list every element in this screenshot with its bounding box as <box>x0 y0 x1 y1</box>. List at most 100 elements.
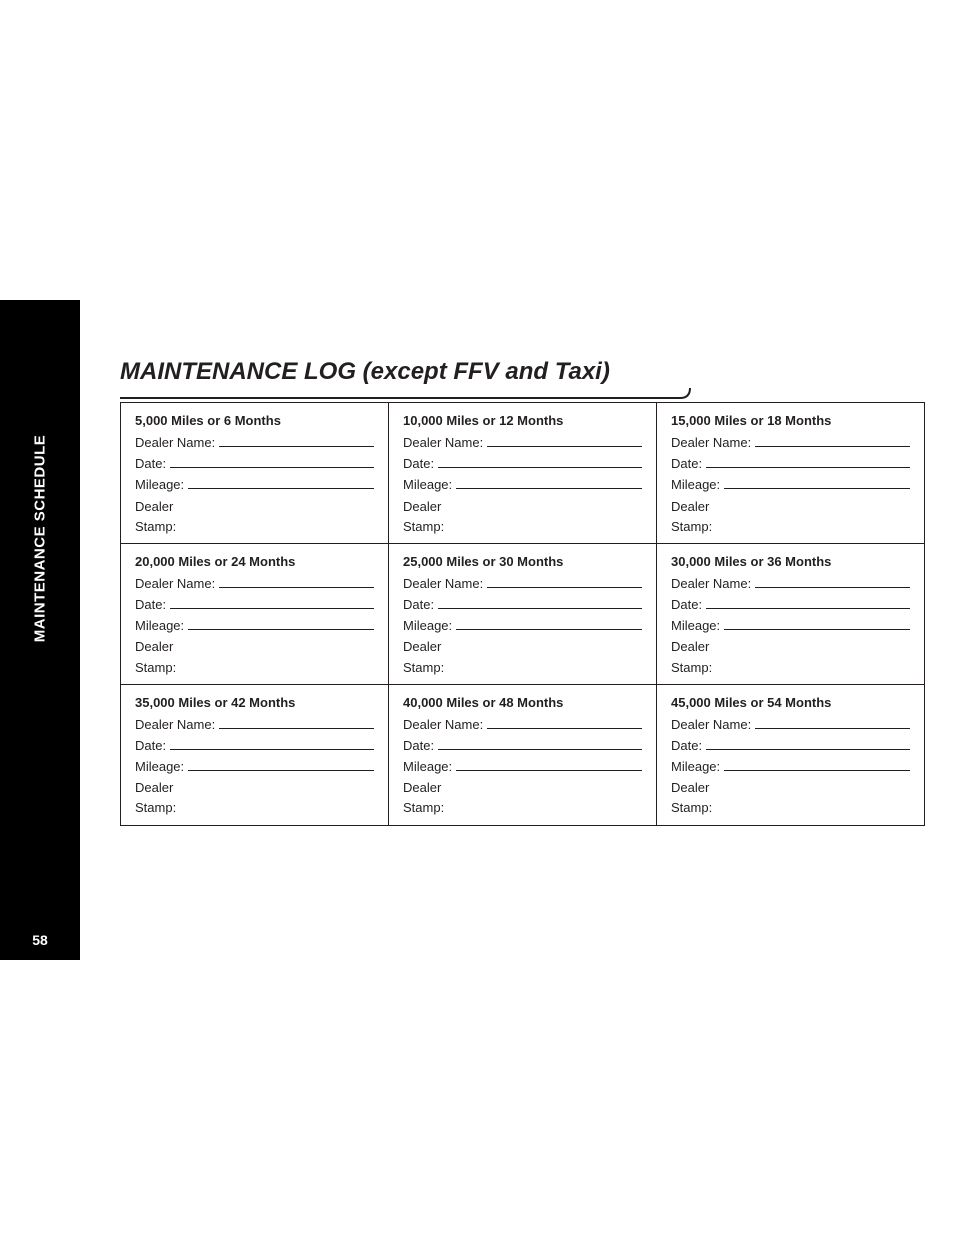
fill-line[interactable] <box>438 457 642 469</box>
fill-line[interactable] <box>456 619 642 631</box>
field-label: Mileage: <box>671 475 724 495</box>
dealer-label: Dealer <box>671 637 910 657</box>
log-row: 20,000 Miles or 24 MonthsDealer Name:Dat… <box>121 543 924 684</box>
field-label: Dealer Name: <box>135 433 219 453</box>
mileage-field: Mileage: <box>671 757 910 777</box>
fill-line[interactable] <box>487 717 642 729</box>
field-label: Mileage: <box>135 475 188 495</box>
fill-line[interactable] <box>170 597 374 609</box>
maintenance-log-grid: 5,000 Miles or 6 MonthsDealer Name:Date:… <box>120 402 925 826</box>
stamp-label: Stamp: <box>403 658 642 678</box>
log-cell: 45,000 Miles or 54 MonthsDealer Name:Dat… <box>656 685 924 825</box>
field-label: Mileage: <box>671 757 724 777</box>
fill-line[interactable] <box>706 457 910 469</box>
dealer-name-field: Dealer Name: <box>671 574 910 594</box>
dealer-name-field: Dealer Name: <box>135 574 374 594</box>
fill-line[interactable] <box>456 759 642 771</box>
dealer-label: Dealer <box>403 778 642 798</box>
log-cell: 35,000 Miles or 42 MonthsDealer Name:Dat… <box>121 685 388 825</box>
stamp-label: Stamp: <box>403 798 642 818</box>
log-cell: 15,000 Miles or 18 MonthsDealer Name:Dat… <box>656 403 924 543</box>
fill-line[interactable] <box>487 576 642 588</box>
fill-line[interactable] <box>219 576 374 588</box>
date-field: Date: <box>403 595 642 615</box>
field-label: Date: <box>403 736 438 756</box>
field-label: Date: <box>671 736 706 756</box>
fill-line[interactable] <box>755 717 910 729</box>
interval-heading: 15,000 Miles or 18 Months <box>671 411 910 431</box>
fill-line[interactable] <box>724 759 910 771</box>
log-cell: 30,000 Miles or 36 MonthsDealer Name:Dat… <box>656 544 924 684</box>
field-label: Mileage: <box>135 616 188 636</box>
mileage-field: Mileage: <box>135 757 374 777</box>
sidebar: MAINTENANCE SCHEDULE 58 <box>0 300 80 960</box>
field-label: Date: <box>403 595 438 615</box>
dealer-label: Dealer <box>403 637 642 657</box>
interval-heading: 45,000 Miles or 54 Months <box>671 693 910 713</box>
log-cell: 25,000 Miles or 30 MonthsDealer Name:Dat… <box>388 544 656 684</box>
field-label: Mileage: <box>403 616 456 636</box>
dealer-label: Dealer <box>403 497 642 517</box>
mileage-field: Mileage: <box>135 475 374 495</box>
fill-line[interactable] <box>188 478 374 490</box>
dealer-name-field: Dealer Name: <box>403 433 642 453</box>
title-text: MAINTENANCE LOG (except FFV and Taxi) <box>120 358 925 386</box>
fill-line[interactable] <box>706 738 910 750</box>
dealer-name-field: Dealer Name: <box>403 574 642 594</box>
fill-line[interactable] <box>724 478 910 490</box>
mileage-field: Mileage: <box>403 757 642 777</box>
date-field: Date: <box>403 736 642 756</box>
fill-line[interactable] <box>188 759 374 771</box>
field-label: Dealer Name: <box>671 715 755 735</box>
dealer-label: Dealer <box>135 637 374 657</box>
dealer-name-field: Dealer Name: <box>671 433 910 453</box>
dealer-label: Dealer <box>135 497 374 517</box>
date-field: Date: <box>671 736 910 756</box>
dealer-label: Dealer <box>671 497 910 517</box>
log-cell: 40,000 Miles or 48 MonthsDealer Name:Dat… <box>388 685 656 825</box>
fill-line[interactable] <box>487 435 642 447</box>
mileage-field: Mileage: <box>135 616 374 636</box>
fill-line[interactable] <box>219 435 374 447</box>
fill-line[interactable] <box>170 738 374 750</box>
fill-line[interactable] <box>438 738 642 750</box>
field-label: Date: <box>135 736 170 756</box>
fill-line[interactable] <box>456 478 642 490</box>
stamp-label: Stamp: <box>135 658 374 678</box>
field-label: Mileage: <box>403 475 456 495</box>
fill-line[interactable] <box>219 717 374 729</box>
dealer-name-field: Dealer Name: <box>671 715 910 735</box>
sidebar-label: MAINTENANCE SCHEDULE <box>32 435 49 643</box>
field-label: Mileage: <box>671 616 724 636</box>
page-number: 58 <box>32 932 48 948</box>
log-cell: 20,000 Miles or 24 MonthsDealer Name:Dat… <box>121 544 388 684</box>
stamp-label: Stamp: <box>135 517 374 537</box>
field-label: Date: <box>135 454 170 474</box>
field-label: Mileage: <box>135 757 188 777</box>
fill-line[interactable] <box>724 619 910 631</box>
title-strong: MAINTENANCE LOG <box>120 358 356 385</box>
field-label: Date: <box>135 595 170 615</box>
date-field: Date: <box>135 736 374 756</box>
fill-line[interactable] <box>188 619 374 631</box>
date-field: Date: <box>671 454 910 474</box>
fill-line[interactable] <box>170 457 374 469</box>
title-rest: (except FFV and Taxi) <box>356 358 610 385</box>
field-label: Mileage: <box>403 757 456 777</box>
fill-line[interactable] <box>755 435 910 447</box>
fill-line[interactable] <box>706 597 910 609</box>
interval-heading: 30,000 Miles or 36 Months <box>671 552 910 572</box>
field-label: Dealer Name: <box>671 433 755 453</box>
log-cell: 10,000 Miles or 12 MonthsDealer Name:Dat… <box>388 403 656 543</box>
field-label: Dealer Name: <box>403 715 487 735</box>
interval-heading: 35,000 Miles or 42 Months <box>135 693 374 713</box>
page: MAINTENANCE SCHEDULE 58 MAINTENANCE LOG … <box>0 0 954 1235</box>
field-label: Dealer Name: <box>135 715 219 735</box>
mileage-field: Mileage: <box>403 475 642 495</box>
stamp-label: Stamp: <box>403 517 642 537</box>
interval-heading: 40,000 Miles or 48 Months <box>403 693 642 713</box>
fill-line[interactable] <box>438 597 642 609</box>
date-field: Date: <box>135 595 374 615</box>
fill-line[interactable] <box>755 576 910 588</box>
stamp-label: Stamp: <box>671 658 910 678</box>
